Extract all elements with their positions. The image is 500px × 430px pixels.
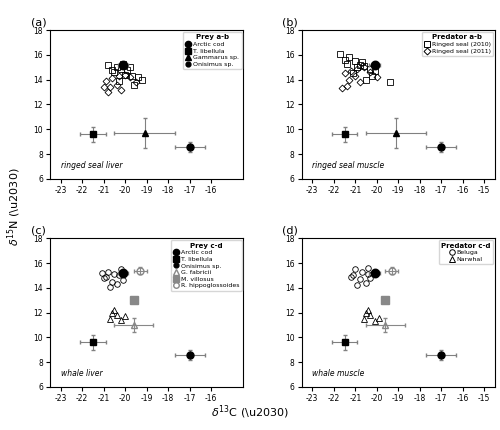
Text: whale liver: whale liver — [60, 369, 102, 378]
Legend: Beluga, Narwhal: Beluga, Narwhal — [438, 240, 493, 264]
Legend: Arctic cod, T. libellula, Gammarus sp., Onisimus sp.: Arctic cod, T. libellula, Gammarus sp., … — [183, 32, 242, 70]
Legend: Arctic cod, T. libellula, Onisimus sp., G. fabricii, M. villosus, R. hippoglosso: Arctic cod, T. libellula, Onisimus sp., … — [170, 240, 242, 291]
Legend: Ringed seal (2010), Ringed seal (2011): Ringed seal (2010), Ringed seal (2011) — [422, 32, 493, 56]
Text: whale muscle: whale muscle — [312, 369, 364, 378]
Text: (a): (a) — [30, 17, 46, 27]
Text: $\delta^{13}$C (\u2030): $\delta^{13}$C (\u2030) — [211, 404, 289, 421]
Text: (d): (d) — [282, 225, 298, 235]
Text: $\delta^{15}$N (\u2030): $\delta^{15}$N (\u2030) — [5, 167, 22, 246]
Text: ringed seal liver: ringed seal liver — [60, 161, 122, 170]
Text: (c): (c) — [30, 225, 46, 235]
Text: ringed seal muscle: ringed seal muscle — [312, 161, 384, 170]
Text: (b): (b) — [282, 17, 298, 27]
